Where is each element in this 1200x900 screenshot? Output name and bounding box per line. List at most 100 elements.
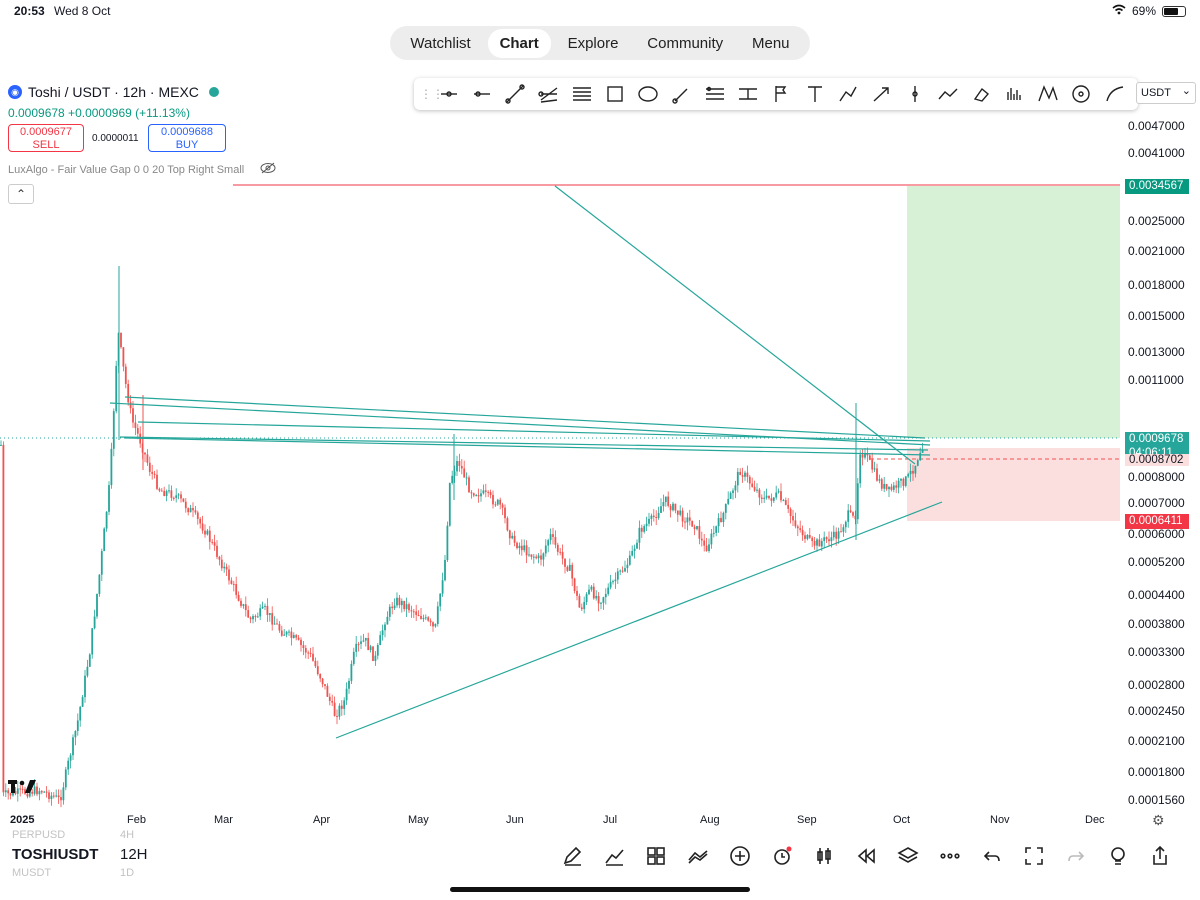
candle-body — [24, 789, 26, 794]
prev-interval[interactable]: 4H — [120, 829, 135, 841]
candle-body — [180, 494, 182, 499]
pitchfork-icon[interactable] — [532, 79, 565, 109]
horizontal-line-icon[interactable] — [465, 79, 498, 109]
brush-icon[interactable] — [665, 79, 698, 109]
price-tick-label: 0.0047000 — [1128, 119, 1185, 133]
ellipse-icon[interactable] — [632, 79, 665, 109]
pencil-icon[interactable] — [556, 840, 588, 872]
candle-body — [340, 705, 343, 709]
candle-body — [892, 485, 895, 490]
xabcd-pattern-icon[interactable] — [1031, 79, 1064, 109]
undo-icon[interactable] — [976, 840, 1008, 872]
candle-body — [355, 643, 358, 652]
candle-body — [297, 637, 300, 640]
candle-body — [768, 495, 770, 499]
more-icon[interactable] — [934, 840, 966, 872]
text-icon[interactable] — [798, 79, 831, 109]
replay-icon[interactable] — [850, 840, 882, 872]
chart-settings-gear-icon[interactable]: ⚙ — [1152, 812, 1165, 828]
curve-icon[interactable] — [1098, 79, 1131, 109]
candle-body — [854, 515, 857, 520]
nav-community[interactable]: Community — [647, 34, 724, 52]
redo-icon[interactable] — [1060, 840, 1092, 872]
candle-body — [715, 526, 718, 533]
candle-body — [873, 468, 876, 470]
nav-explore[interactable]: Explore — [567, 34, 619, 52]
eraser-icon[interactable] — [965, 79, 998, 109]
next-interval[interactable]: 1D — [120, 867, 135, 879]
fullscreen-icon[interactable] — [1018, 840, 1050, 872]
candle-body — [842, 527, 845, 532]
candle-body — [331, 700, 334, 703]
indicators-icon[interactable] — [598, 840, 630, 872]
candle-body — [434, 623, 437, 627]
nav-watchlist[interactable]: Watchlist — [410, 34, 471, 52]
share-icon[interactable] — [1144, 840, 1176, 872]
candle-body — [561, 552, 564, 559]
buy-button[interactable]: 0.0009688 BUY — [148, 124, 226, 152]
toolbar-grip-icon[interactable]: ⋮⋮ — [420, 87, 444, 101]
sell-button[interactable]: 0.0009677 SELL — [8, 124, 84, 152]
trend-line-icon[interactable] — [499, 79, 532, 109]
candle-body — [820, 541, 823, 547]
candle-body — [871, 459, 874, 470]
target-zone — [907, 186, 1120, 438]
candle-body — [336, 715, 338, 717]
nav-menu[interactable]: Menu — [751, 34, 790, 52]
candle-body — [672, 503, 674, 511]
long-short-position-icon[interactable] — [698, 79, 731, 109]
price-range-icon[interactable] — [732, 79, 765, 109]
time-tick-label: 2025 — [10, 814, 35, 826]
flag-marker-icon[interactable] — [765, 79, 798, 109]
support-line — [335, 501, 943, 739]
collapse-legend-button[interactable]: ⌃ — [8, 184, 34, 204]
candle-body — [40, 791, 43, 793]
candle-body — [223, 566, 226, 569]
circle-icon[interactable] — [1065, 79, 1098, 109]
layers-icon[interactable] — [892, 840, 924, 872]
candle-body — [655, 517, 658, 519]
candle-body — [578, 595, 581, 608]
rectangle-icon[interactable] — [598, 79, 631, 109]
candle-body — [412, 611, 415, 613]
candles-icon[interactable] — [808, 840, 840, 872]
candle-body — [835, 531, 838, 539]
candle-body — [259, 608, 262, 617]
candle-body — [379, 635, 382, 645]
candle-body — [448, 483, 451, 526]
bulb-icon[interactable] — [1102, 840, 1134, 872]
volume-profile-icon[interactable] — [998, 79, 1031, 109]
candle-body — [108, 485, 110, 512]
compare-icon[interactable] — [682, 840, 714, 872]
arrow-icon[interactable] — [865, 79, 898, 109]
currency-select[interactable]: USDT — [1136, 81, 1196, 104]
candle-body — [211, 541, 214, 543]
candle-body — [775, 492, 778, 498]
vertical-line-icon[interactable] — [898, 79, 931, 109]
alert-icon[interactable] — [766, 840, 798, 872]
symbol-selector[interactable]: TOSHIUSDT — [12, 846, 99, 863]
indicator-legend[interactable]: LuxAlgo - Fair Value Gap 0 0 20 Top Righ… — [8, 162, 276, 177]
candle-body — [319, 674, 322, 679]
horizontal-ray-icon[interactable] — [432, 79, 465, 109]
path-icon[interactable] — [832, 79, 865, 109]
candle-body — [228, 569, 230, 581]
interval-selector[interactable]: 12H — [120, 846, 148, 863]
spread-value: 0.0000011 — [92, 133, 139, 144]
candle-body — [914, 465, 917, 474]
next-symbol[interactable]: MUSDT — [12, 867, 52, 879]
candle-body — [252, 616, 254, 620]
fib-retracement-icon[interactable] — [565, 79, 598, 109]
candle-body — [276, 623, 278, 625]
add-icon[interactable] — [724, 840, 756, 872]
polyline-icon[interactable] — [931, 79, 964, 109]
symbol-header[interactable]: ◉ Toshi / USDT · 12h · MEXC — [8, 84, 219, 100]
candle-body — [249, 617, 252, 620]
prev-symbol[interactable]: PERPUSD — [12, 829, 66, 841]
nav-chart[interactable]: Chart — [487, 28, 551, 58]
candle-body — [256, 616, 259, 618]
layouts-icon[interactable] — [640, 840, 672, 872]
time-tick-label: Jun — [506, 814, 524, 826]
hide-eye-icon[interactable] — [260, 162, 276, 177]
